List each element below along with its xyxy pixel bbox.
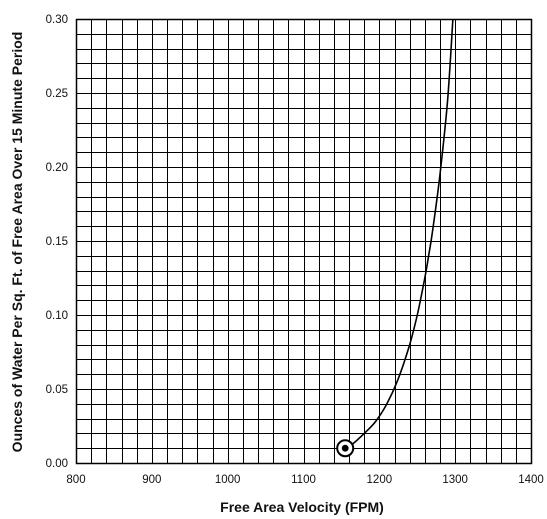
y-tick-label: 0.25	[46, 88, 68, 100]
y-tick-label: 0.20	[46, 162, 68, 174]
x-tick-labels: 800 900 1000 1100 1200 1300 1400	[66, 474, 543, 486]
y-tick-label: 0.05	[46, 384, 68, 396]
series-line	[344, 18, 454, 449]
x-tick-label: 1300	[442, 474, 468, 486]
series	[336, 18, 454, 458]
y-tick-label: 0.15	[46, 236, 68, 248]
y-axis-title: Ounces of Water Per Sq. Ft. of Free Area…	[9, 32, 25, 453]
y-tick-label: 0.10	[46, 310, 68, 322]
grid	[75, 18, 533, 465]
x-tick-label: 1000	[215, 474, 241, 486]
x-axis-title: Free Area Velocity (FPM)	[220, 499, 384, 515]
x-tick-label: 900	[142, 474, 161, 486]
y-tick-label: 0.30	[46, 14, 68, 26]
x-tick-label: 1200	[367, 474, 393, 486]
x-tick-label: 1100	[291, 474, 316, 486]
start-marker-dot	[341, 444, 349, 452]
x-tick-label: 1400	[518, 474, 544, 486]
plot-frame	[75, 18, 533, 465]
y-tick-labels: 0.00 0.05 0.10 0.15 0.20 0.25 0.30	[46, 14, 68, 470]
x-tick-label: 800	[66, 474, 85, 486]
y-tick-label: 0.00	[46, 458, 68, 470]
